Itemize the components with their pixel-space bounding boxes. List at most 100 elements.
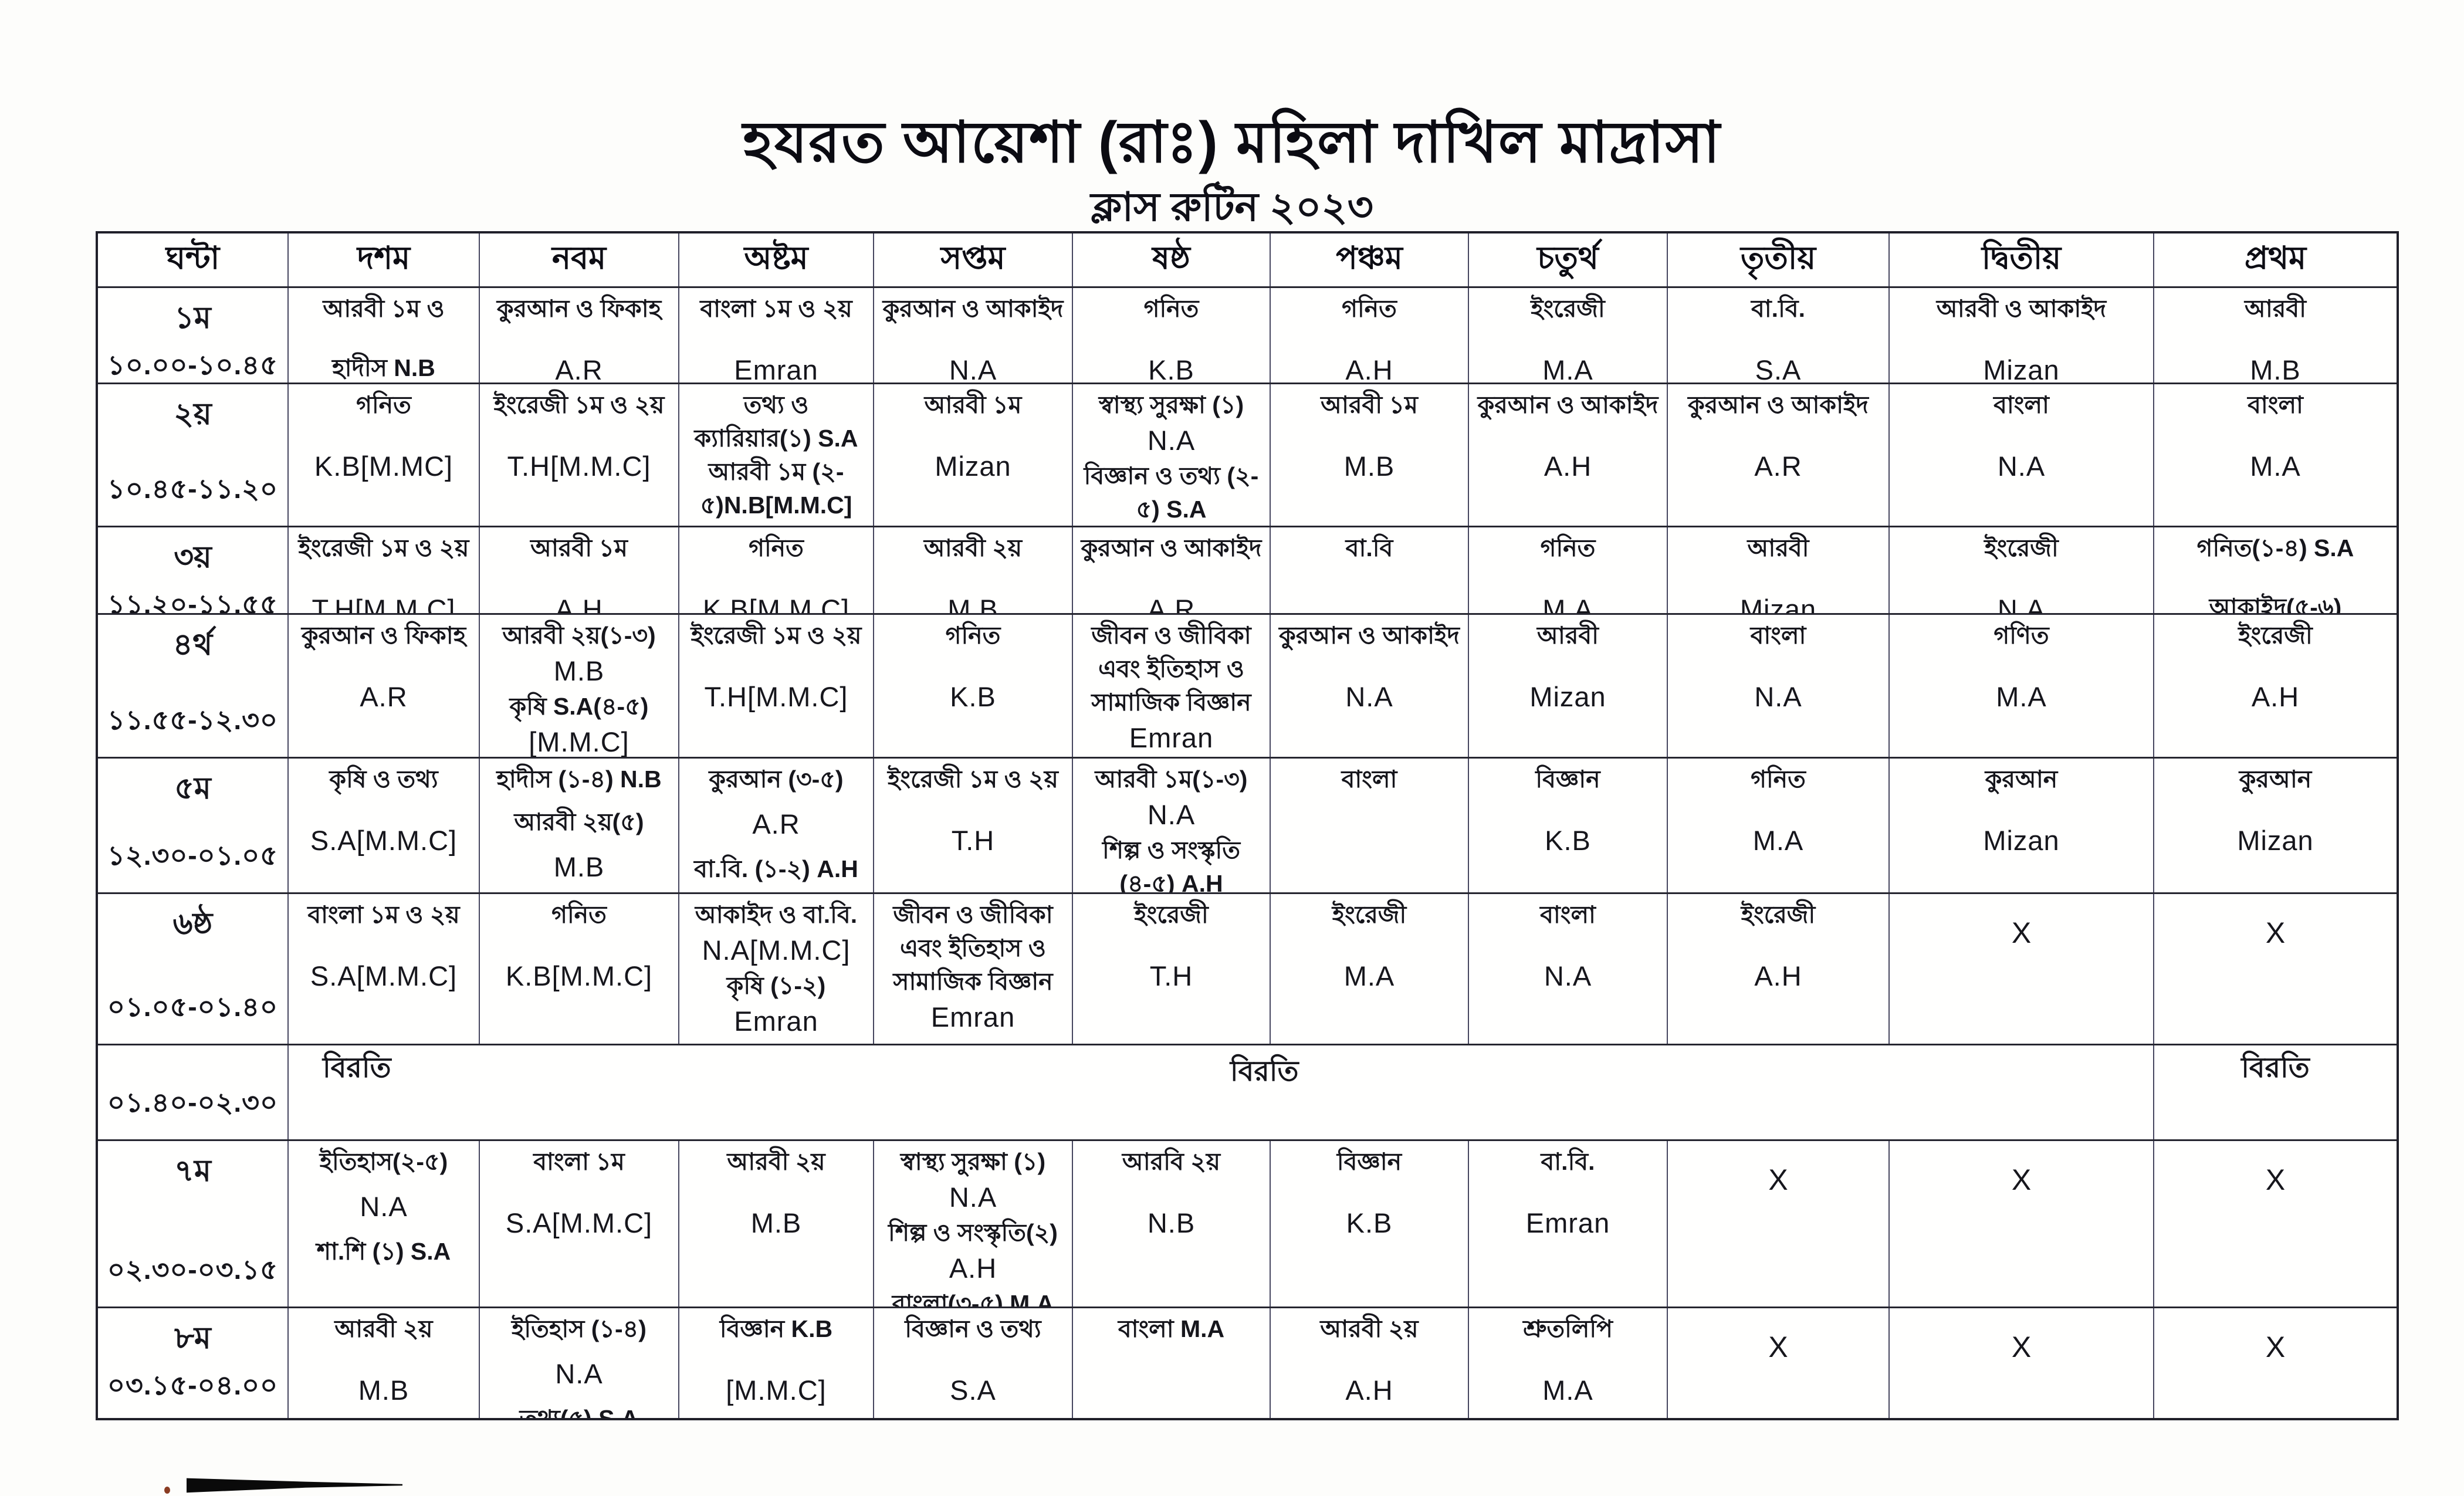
cell-line: সামাজিক বিজ্ঞান — [1091, 689, 1251, 716]
cell-line: S.A — [950, 1375, 996, 1406]
cell-line: N.A — [360, 1191, 408, 1223]
period-cell: ৩য় ১১.২০-১১.৫৫ — [96, 526, 289, 615]
cell-line: S.A[M.M.C] — [310, 960, 458, 992]
routine-cell: ইংরেজী ১ম ও ২য় T.H[M.M.C] — [479, 383, 679, 527]
period-time: ০৩.১৫-০৪.০০ — [107, 1370, 278, 1400]
cell-line: K.B — [950, 681, 996, 713]
cell-line: স্বাস্থ্য সুরক্ষা (১) — [900, 1148, 1046, 1175]
cell-line: ইংরেজী ১ম ও ২য় — [493, 391, 665, 418]
cell-line: T.H[M.M.C] — [704, 681, 848, 713]
period-cell: ৫ম ১২.৩০-০১.০৫ — [96, 757, 289, 894]
cell-line: সামাজিক বিজ্ঞান — [893, 968, 1053, 996]
period-name: ৭ম — [174, 1154, 211, 1188]
routine-cell: বাংলা N.A — [1468, 892, 1668, 1045]
cell-line: বাংলা — [1341, 766, 1397, 793]
routine-cell: কুরআন ও ফিকাহ A.R — [479, 286, 679, 384]
cell-line: ইতিহাস (১-৪) — [512, 1315, 647, 1342]
cell-line: Emran — [1525, 1207, 1610, 1239]
period-cell: ৬ষ্ঠ ০১.০৫-০১.৪০ — [96, 892, 289, 1045]
page-title: হযরত আয়েশা (রাঃ) মহিলা দাখিল মাদ্রাসা — [743, 110, 1721, 174]
period-cell: ০১.৪০-০২.৩০ — [96, 1044, 289, 1141]
routine-cell: আরবী ২য় M.B — [287, 1307, 480, 1420]
cell-line: কৃষি (১-২) — [726, 972, 826, 1000]
routine-cell: X — [2153, 892, 2398, 1045]
period-name: ২য় — [174, 397, 212, 431]
routine-cell: কুরআন ও আকাইদ A.R — [1072, 526, 1271, 615]
cell-line: এবং ইতিহাস ও — [1098, 655, 1244, 683]
routine-cell: বা.বি. Emran — [1468, 1139, 1668, 1308]
cell-line: কুরআন ও ফিকাহ — [301, 622, 466, 649]
cell-line: [M.M.C] — [529, 726, 629, 758]
cell-line: M.B — [358, 1375, 409, 1406]
cell-line: M.A — [1752, 825, 1804, 857]
column-header-class: নবম — [479, 231, 679, 288]
cell-line: N.B — [1147, 1207, 1196, 1239]
period-cell: ৭ম ০২.৩০-০৩.১৫ — [96, 1139, 289, 1308]
routine-cell: বাংলা — [1270, 757, 1469, 894]
no-class-mark: X — [2265, 1331, 2286, 1363]
routine-row: ৪র্থ ১১.৫৫-১২.৩০ কুরআন ও ফিকাহ A.R আরবী ২য়(… — [96, 613, 2398, 759]
cell-line: হাদীস (১-৪) N.B — [496, 766, 662, 793]
cell-line: M.B — [1343, 451, 1395, 482]
cell-line: K.B[M.MC] — [314, 451, 453, 482]
cell-line: আরবী ও আকাইদ — [1936, 295, 2107, 322]
routine-cell: ইংরেজী M.A — [1270, 892, 1469, 1045]
cell-line: আরবী ২য়(৫) — [514, 808, 644, 836]
routine-cell: বা.বি. S.A — [1667, 286, 1890, 384]
routine-cell: ইতিহাস(২-৫) N.A শা.শি (১) S.A — [287, 1139, 480, 1308]
routine-cell: কুরআন Mizan — [1888, 757, 2154, 894]
cell-line: আরবী ১ম — [924, 391, 1022, 418]
routine-cell: বাংলা N.A — [1667, 613, 1890, 759]
routine-cell: আকাইদ ও বা.বি. N.A[M.M.C] কৃষি (১-২) Emran — [678, 892, 874, 1045]
cell-line: বা.বি. — [1751, 295, 1806, 322]
cell-line: কৃষি S.A(৪-৫) — [509, 693, 649, 720]
cell-line: আকাইদ ও বা.বি. — [695, 901, 858, 928]
cell-line: [M.M.C] — [726, 1375, 827, 1406]
cell-line: বিজ্ঞান — [1535, 766, 1600, 793]
routine-cell: আরবী ও আকাইদ Mizan — [1888, 286, 2154, 384]
cell-line: আরবী — [2245, 295, 2306, 322]
cell-line: কুরআন ও আকাইদ — [1688, 391, 1869, 418]
cell-line: S.A[M.M.C] — [505, 1207, 653, 1239]
cell-line: A.R — [752, 808, 800, 840]
routine-cell: বিজ্ঞান ও তথ্য S.A — [873, 1307, 1073, 1420]
cell-line: কুরআন ও আকাইদ — [882, 295, 1064, 322]
cell-line: হাদীস N.B — [332, 354, 435, 382]
column-header-class: ষষ্ঠ — [1072, 231, 1271, 288]
period-cell: ৪র্থ ১১.৫৫-১২.৩০ — [96, 613, 289, 759]
routine-cell: X — [2153, 1139, 2398, 1308]
routine-cell: কুরআন ও আকাইদ N.A — [873, 286, 1073, 384]
routine-cell: স্বাস্থ্য সুরক্ষা (১) N.A বিজ্ঞান ও তথ্য (… — [1072, 383, 1271, 527]
cell-line: শা.শি (১) S.A — [316, 1238, 451, 1265]
cell-line: M.A — [1542, 354, 1593, 384]
cell-line: বাংলা(৩-৫) M.A — [892, 1290, 1054, 1308]
routine-table: ঘন্টা দশম নবম অষ্টম সপ্তম ষষ্ঠ পঞ্চম চতুর্থ তৃতী… — [96, 231, 2399, 1420]
cell-line: আরবী ১ম — [530, 534, 628, 561]
routine-cell: ইংরেজী N.A — [1888, 526, 2154, 615]
routine-cell: আরবী ২য় M.B — [678, 1139, 874, 1308]
cell-line: S.A[M.M.C] — [310, 825, 458, 857]
cell-line: ক্যারিয়ার(১) S.A — [694, 425, 858, 452]
cell-line: আকাইদ(৫-৬) — [2209, 594, 2342, 614]
routine-cell: কুরআন (৩-৫) A.R বা.বি. (১-২) A.H — [678, 757, 874, 894]
cell-line: A.H — [555, 594, 603, 614]
column-header-class: প্রথম — [2153, 231, 2398, 288]
routine-cell: বাংলা M.A — [1072, 1307, 1271, 1420]
cell-line: গনিত — [749, 534, 804, 561]
routine-cell: কৃষি ও তথ্য S.A[M.M.C] — [287, 757, 480, 894]
routine-cell: X — [2153, 1307, 2398, 1420]
cell-line: গনিত — [551, 901, 607, 928]
period-cell: ২য় ১০.৪৫-১১.২০ — [96, 383, 289, 527]
routine-cell: আরবী Mizan — [1468, 613, 1668, 759]
routine-cell: বাংলা M.A — [2153, 383, 2398, 527]
scan-smudge-mark — [187, 1478, 402, 1493]
routine-cell: ইংরেজী A.H — [1667, 892, 1890, 1045]
cell-line: M.A — [2250, 451, 2301, 482]
no-class-mark: X — [2011, 1331, 2032, 1363]
cell-line: Emran — [734, 1006, 818, 1037]
routine-cell: স্বাস্থ্য সুরক্ষা (১) N.A শিল্প ও সংস্কৃতি… — [873, 1139, 1073, 1308]
routine-cell: ইংরেজী ১ম ও ২য় T.H[M.M.C] — [678, 613, 874, 759]
period-time: ০১.০৫-০১.৪০ — [107, 991, 278, 1022]
routine-cell: আরবী ১ম Mizan — [873, 383, 1073, 527]
cell-line: T.H[M.M.C] — [312, 594, 456, 614]
